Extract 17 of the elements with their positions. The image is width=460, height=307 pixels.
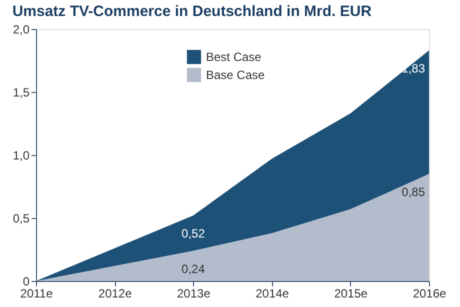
chart-title: Umsatz TV-Commerce in Deutschland in Mrd. EUR [12,3,372,20]
legend-label: Base Case [206,68,266,82]
y-tick-label: 0,5 [12,212,30,226]
data-label: 0,52 [182,226,206,240]
y-tick-label: 1,5 [12,86,30,100]
x-tick-label: 2011e [20,286,54,300]
legend-label: Best Case [206,50,262,64]
x-tick-label: 2015e [334,286,368,300]
x-tick-label: 2016e [412,286,447,300]
x-tick-label: 2012e [98,286,132,300]
x-tick-label: 2013e [177,286,211,300]
x-tick-label: 2014e [256,286,290,300]
data-label: 0,85 [402,184,426,199]
y-tick-label: 0 [22,274,30,288]
y-tick-label: 1,0 [12,148,30,162]
data-label: 0,24 [182,262,206,276]
y-tick-label: 2,0 [12,22,30,36]
